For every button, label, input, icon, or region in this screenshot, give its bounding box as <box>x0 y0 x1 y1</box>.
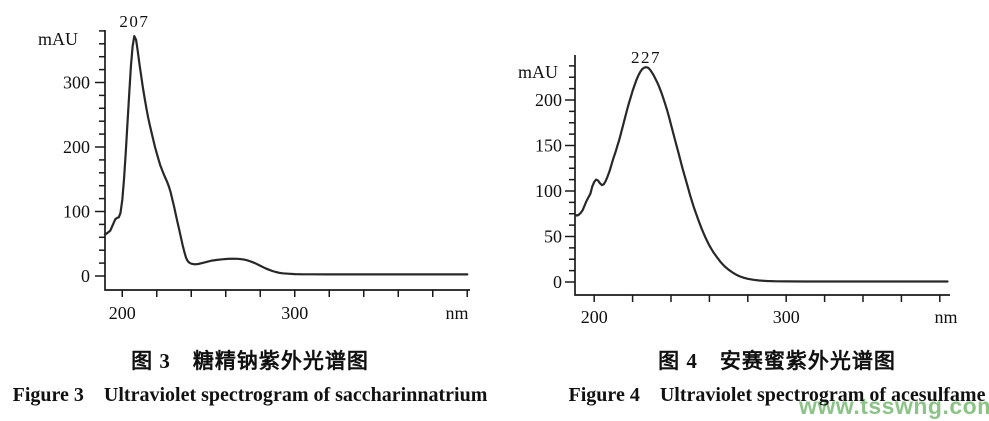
x-axis-unit-label: nm <box>934 307 957 327</box>
axis-frame <box>104 30 470 291</box>
y-tick-label: 300 <box>63 73 90 93</box>
figure3-caption-chinese: 图 3 糖精钠紫外光谱图 <box>131 349 369 373</box>
spectrum-curve <box>574 66 949 283</box>
figure3-uv-spectrogram-chart: 200 300 nm 0 100 200 300 mAU 207 <box>38 12 470 323</box>
y-tick-label: 100 <box>535 181 562 201</box>
y-axis-unit-label: mAU <box>518 62 558 82</box>
x-tick-label: 300 <box>773 307 800 327</box>
y-tick-label: 0 <box>553 272 562 292</box>
y-axis-unit-label: mAU <box>38 29 78 49</box>
axis-frame <box>574 55 950 296</box>
figure4-caption: 图 4 安赛蜜紫外光谱图 Figure 4 Ultraviolet spectr… <box>532 349 989 407</box>
peak-wavelength-label: 207 <box>119 12 149 31</box>
watermark: www.tsswng.com <box>799 393 989 419</box>
peak-wavelength-label: 227 <box>631 48 661 67</box>
y-tick-label: 50 <box>544 227 562 247</box>
y-tick-label: 100 <box>63 202 90 222</box>
x-tick-label: 200 <box>109 303 136 323</box>
x-axis-unit-label: nm <box>445 303 468 323</box>
spectrum-curve <box>103 34 469 276</box>
figure4-caption-chinese: 图 4 安赛蜜紫外光谱图 <box>658 349 896 373</box>
figure3-caption-english: Figure 3 Ultraviolet spectrogram of sacc… <box>12 384 488 406</box>
figure4-caption-english: Figure 4 Ultraviolet spectrogram of aces… <box>568 384 986 406</box>
figure3-caption: 图 3 糖精钠紫外光谱图 Figure 3 Ultraviolet spectr… <box>0 349 500 407</box>
y-tick-label: 200 <box>63 137 90 157</box>
figure4-uv-spectrogram-chart: 200 300 nm 0 50 100 150 200 mAU 227 <box>518 48 958 327</box>
x-tick-label: 300 <box>281 303 308 323</box>
x-tick-label: 200 <box>581 307 608 327</box>
y-tick-label: 150 <box>535 136 562 156</box>
y-tick-label: 0 <box>81 266 90 286</box>
y-tick-label: 200 <box>535 90 562 110</box>
